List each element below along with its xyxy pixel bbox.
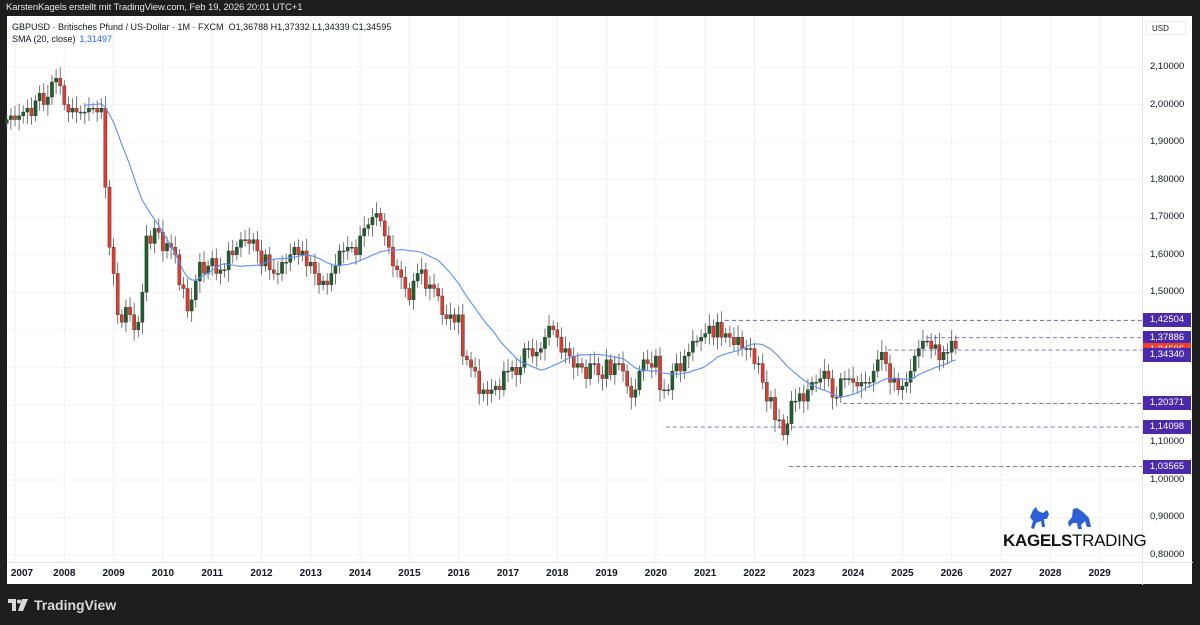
sma-label[interactable]: SMA (20, close): [12, 34, 76, 44]
level-price-label: 1,03565: [1143, 459, 1191, 474]
price-tick: 0,80000: [1150, 549, 1185, 561]
level-price-label: 1,20371: [1143, 396, 1191, 411]
tradingview-label: TradingView: [34, 597, 117, 613]
year-tick: 2023: [792, 568, 815, 579]
year-tick: 2027: [989, 568, 1013, 579]
year-tick: 2007: [10, 568, 34, 579]
price-tick: 1,90000: [1150, 136, 1185, 148]
legend: GBPUSD · Britisches Pfund / US-Dollar · …: [12, 21, 391, 45]
currency-label[interactable]: USD: [1146, 21, 1186, 35]
level-price-label: 1,42504: [1143, 313, 1191, 328]
year-tick: 2016: [447, 568, 470, 579]
price-tick: 2,00000: [1150, 98, 1185, 110]
year-tick: 2015: [398, 568, 421, 579]
price-tick: 1,70000: [1150, 211, 1185, 223]
level-price-label: 1,37886: [1143, 330, 1191, 345]
price-tick: 1,80000: [1150, 173, 1185, 185]
sma-value: 1,31497: [79, 34, 113, 44]
bull-bear-logo-icon: [1030, 507, 1091, 529]
year-tick: 2024: [841, 568, 865, 579]
time-axis[interactable]: [7, 562, 1142, 585]
symbol-line[interactable]: GBPUSD · Britisches Pfund / US-Dollar · …: [12, 22, 224, 32]
year-tick: 2009: [102, 568, 125, 579]
price-tick: 1,60000: [1150, 248, 1185, 260]
year-tick: 2011: [201, 568, 224, 579]
year-tick: 2018: [546, 568, 569, 579]
year-tick: 2020: [644, 568, 668, 579]
year-tick: 2014: [348, 568, 372, 579]
chart-panel[interactable]: [7, 16, 1192, 584]
price-tick: 0,90000: [1150, 511, 1185, 523]
year-tick: 2028: [1039, 568, 1062, 579]
level-price-label: 1,34340: [1143, 348, 1191, 363]
year-tick: 2025: [891, 568, 914, 579]
caption-bar: KarstenKagels erstellt mit TradingView.c…: [0, 0, 1200, 16]
axis-corner: [1142, 562, 1193, 585]
year-tick: 2017: [496, 568, 520, 579]
price-tick: 1,50000: [1150, 286, 1185, 298]
year-tick: 2010: [151, 568, 175, 579]
level-price-label: 1,14098: [1143, 420, 1191, 435]
price-tick: 2,10000: [1150, 61, 1185, 72]
price-axis[interactable]: [1142, 16, 1193, 562]
kagels-trading-logo: KAGELSTRADING: [1003, 531, 1147, 550]
year-tick: 2022: [743, 568, 766, 579]
tradingview-logo[interactable]: TradingView: [8, 597, 116, 613]
price-tick: 1,10000: [1150, 436, 1185, 448]
year-tick: 2012: [250, 568, 273, 579]
year-tick: 2008: [53, 568, 76, 579]
caption-text: KarstenKagels erstellt mit TradingView.c…: [6, 2, 303, 13]
price-tick: 1,00000: [1150, 473, 1185, 485]
year-tick: 2029: [1088, 568, 1111, 579]
year-tick: 2026: [940, 568, 963, 579]
year-tick: 2013: [299, 568, 322, 579]
year-tick: 2019: [595, 568, 618, 579]
tradingview-icon: [8, 599, 28, 611]
year-tick: 2021: [694, 568, 717, 579]
ohlc-values: O1,36788 H1,37332 L1,34339 C1,34595: [228, 22, 392, 32]
